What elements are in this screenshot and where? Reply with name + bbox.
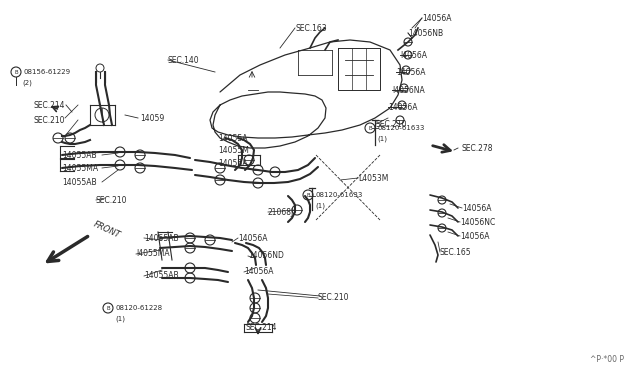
Text: 14055AB: 14055AB — [144, 272, 179, 280]
Text: 14056A: 14056A — [396, 67, 426, 77]
Text: SEC.214: SEC.214 — [34, 100, 65, 109]
Text: B: B — [106, 305, 110, 311]
Text: (1): (1) — [115, 316, 125, 322]
Text: SEC.278: SEC.278 — [462, 144, 493, 153]
Text: B: B — [14, 70, 18, 74]
Text: 14055AB: 14055AB — [62, 151, 97, 160]
Text: 08156-61229: 08156-61229 — [23, 69, 70, 75]
Text: 14055AB: 14055AB — [144, 234, 179, 243]
Text: 14056A: 14056A — [244, 267, 273, 276]
Text: ^P·*00 P: ^P·*00 P — [590, 356, 624, 365]
Text: 14056NB: 14056NB — [408, 29, 443, 38]
Text: 14059: 14059 — [140, 113, 164, 122]
Text: 14056A: 14056A — [388, 103, 417, 112]
Text: SEC.165: SEC.165 — [440, 247, 472, 257]
Text: 14056A: 14056A — [460, 231, 490, 241]
Text: 14055A: 14055A — [218, 134, 248, 142]
Text: 21068J: 21068J — [268, 208, 294, 217]
Text: I4056NA: I4056NA — [392, 86, 425, 94]
Text: (2): (2) — [22, 80, 32, 86]
Text: 08120-61228: 08120-61228 — [115, 305, 162, 311]
Text: 14055AB: 14055AB — [62, 177, 97, 186]
Text: (1): (1) — [315, 203, 325, 209]
Text: L4053M: L4053M — [358, 173, 388, 183]
Text: SEC.210: SEC.210 — [376, 119, 408, 128]
Text: SEC.214: SEC.214 — [246, 323, 278, 331]
Text: SEC.163: SEC.163 — [296, 23, 328, 32]
Text: 14055A: 14055A — [218, 158, 248, 167]
Text: I4056A: I4056A — [400, 51, 427, 60]
Text: (1): (1) — [377, 136, 387, 142]
Text: 08120-61633: 08120-61633 — [377, 125, 424, 131]
Text: B: B — [306, 192, 310, 198]
Text: 14056A: 14056A — [238, 234, 268, 243]
Text: 14056ND: 14056ND — [248, 251, 284, 260]
Text: SEC.210: SEC.210 — [318, 294, 349, 302]
Text: SEC.140: SEC.140 — [168, 55, 200, 64]
Text: 14055M: 14055M — [218, 145, 249, 154]
Text: 14056A: 14056A — [462, 203, 492, 212]
Text: SEC.210: SEC.210 — [96, 196, 127, 205]
Text: 14056NC: 14056NC — [460, 218, 495, 227]
Text: I4055MA: I4055MA — [136, 250, 170, 259]
Text: B: B — [368, 125, 372, 131]
Text: FRONT: FRONT — [92, 220, 122, 240]
Text: SEC.210: SEC.210 — [34, 115, 65, 125]
Text: 08120-61633: 08120-61633 — [315, 192, 362, 198]
Text: 14055MA: 14055MA — [62, 164, 98, 173]
Text: 14056A: 14056A — [422, 13, 451, 22]
